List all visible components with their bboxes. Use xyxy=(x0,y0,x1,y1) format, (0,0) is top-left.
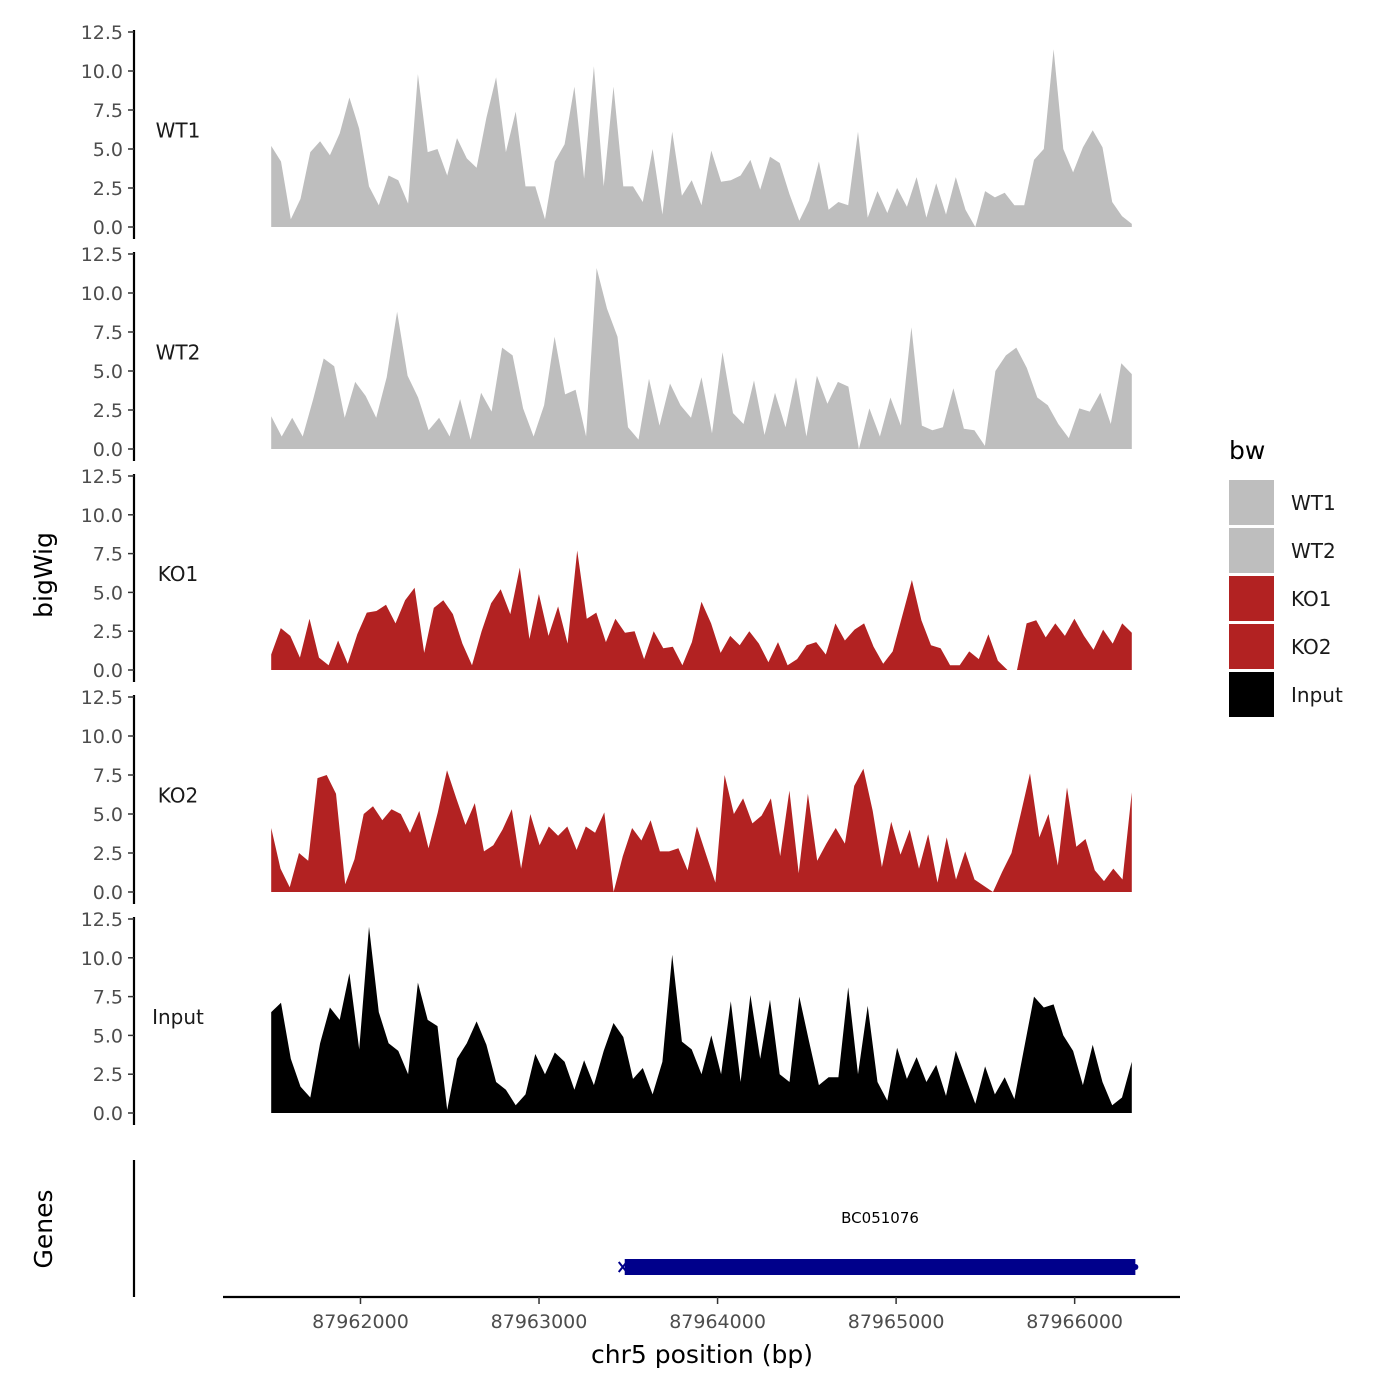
y-tick-label: 5.0 xyxy=(93,582,123,604)
y-tick-label: 7.5 xyxy=(93,322,123,344)
area-wt2 xyxy=(271,268,1132,449)
y-tick-label: 12.5 xyxy=(81,466,123,488)
area-ko2 xyxy=(271,768,1132,892)
track-label: KO2 xyxy=(158,784,199,808)
y-tick-label: 0.0 xyxy=(93,882,123,904)
y-tick-label: 2.5 xyxy=(93,400,123,422)
track-label: KO1 xyxy=(158,562,199,586)
legend-label-wt2: WT2 xyxy=(1291,539,1336,563)
gene-label: BC051076 xyxy=(841,1209,919,1227)
gene-track: BC051076 xyxy=(132,1160,1139,1297)
y-tick-label: 0.0 xyxy=(93,1103,123,1125)
area-input xyxy=(271,926,1132,1113)
y-tick-label: 0.0 xyxy=(93,660,123,682)
y-tick-label: 5.0 xyxy=(93,1025,123,1047)
y-tick-label: 5.0 xyxy=(93,804,123,826)
x-tick-label: 87964000 xyxy=(669,1311,766,1333)
legend-title: bw xyxy=(1229,436,1265,465)
track-ko1: 0.0 2.5 5.0 7.5 10.0 12.5 KO1 xyxy=(81,466,1132,682)
y-axis-title: bigWig xyxy=(29,532,58,618)
legend-label-wt1: WT1 xyxy=(1291,491,1336,515)
y-tick-label: 2.5 xyxy=(93,621,123,643)
legend-label-input: Input xyxy=(1291,683,1343,707)
x-tick-label: 87966000 xyxy=(1026,1311,1123,1333)
y-tick-label: 12.5 xyxy=(81,909,123,931)
track-label: WT2 xyxy=(156,341,201,365)
y-tick-label: 12.5 xyxy=(81,687,123,709)
legend-label-ko2: KO2 xyxy=(1291,635,1332,659)
y-tick-label: 0.0 xyxy=(93,439,123,461)
y-tick-label: 10.0 xyxy=(81,61,123,83)
y-tick-label: 10.0 xyxy=(81,505,123,527)
y-tick-label: 10.0 xyxy=(81,726,123,748)
bigwig-tracks: 0.0 2.5 5.0 7.5 10.0 12.5 WT1 0.0 2.5 5.0 7.5 10.0 1… xyxy=(81,22,1132,1125)
y-tick-label: 10.0 xyxy=(81,283,123,305)
track-wt2: 0.0 2.5 5.0 7.5 10.0 12.5 WT2 xyxy=(81,244,1132,461)
track-wt1: 0.0 2.5 5.0 7.5 10.0 12.5 WT1 xyxy=(81,22,1132,239)
track-input: 0.0 2.5 5.0 7.5 10.0 12.5 Input xyxy=(81,909,1132,1125)
area-wt1 xyxy=(271,49,1132,228)
y-tick-label: 2.5 xyxy=(93,178,123,200)
y-tick-label: 10.0 xyxy=(81,948,123,970)
x-tick-label: 87963000 xyxy=(491,1311,588,1333)
y-tick-label: 7.5 xyxy=(93,987,123,1009)
y-tick-label: 12.5 xyxy=(81,22,123,44)
y-tick-label: 7.5 xyxy=(93,100,123,122)
x-axis: 87962000 87963000 87964000 87965000 87966000 xyxy=(223,1295,1180,1333)
genes-axis-title: Genes xyxy=(29,1189,58,1268)
legend-swatch-ko2 xyxy=(1229,624,1274,669)
y-tick-label: 5.0 xyxy=(93,139,123,161)
y-tick-label: 7.5 xyxy=(93,544,123,566)
y-tick-label: 2.5 xyxy=(93,1064,123,1086)
y-tick-label: 5.0 xyxy=(93,361,123,383)
gene-body xyxy=(624,1259,1136,1275)
y-tick-label: 7.5 xyxy=(93,765,123,787)
area-ko1 xyxy=(271,550,1132,670)
y-tick-label: 12.5 xyxy=(81,244,123,266)
y-tick-label: 2.5 xyxy=(93,843,123,865)
track-label: Input xyxy=(152,1005,204,1029)
legend-label-ko1: KO1 xyxy=(1291,587,1332,611)
track-label: WT1 xyxy=(156,119,201,143)
x-tick-label: 87965000 xyxy=(848,1311,945,1333)
y-tick-label: 0.0 xyxy=(93,217,123,239)
legend-swatch-ko1 xyxy=(1229,576,1274,621)
legend-swatch-wt2 xyxy=(1229,528,1274,573)
gene-start-marker xyxy=(617,1261,628,1273)
x-tick-label: 87962000 xyxy=(312,1311,409,1333)
legend-swatch-wt1 xyxy=(1229,480,1274,525)
legend: bw WT1 WT2 KO1 KO2 Input xyxy=(1229,436,1343,717)
gene-end-marker xyxy=(1132,1264,1139,1270)
legend-swatch-input xyxy=(1229,672,1274,717)
x-axis-title: chr5 position (bp) xyxy=(591,1340,813,1369)
track-ko2: 0.0 2.5 5.0 7.5 10.0 12.5 KO2 xyxy=(81,687,1132,904)
